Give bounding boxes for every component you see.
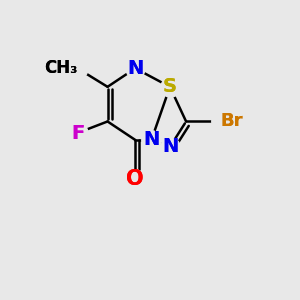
Text: N: N: [162, 137, 178, 156]
Text: CH₃: CH₃: [44, 59, 77, 77]
Text: S: S: [163, 77, 177, 96]
Text: N: N: [127, 59, 143, 78]
Text: F: F: [71, 124, 84, 142]
Text: F: F: [71, 124, 84, 142]
Text: N: N: [143, 130, 160, 149]
Text: CH₃: CH₃: [44, 59, 77, 77]
Text: N: N: [162, 137, 178, 156]
Text: S: S: [163, 77, 177, 96]
Text: O: O: [127, 169, 144, 189]
Text: N: N: [143, 130, 160, 149]
Text: O: O: [127, 169, 144, 189]
Text: Br: Br: [221, 112, 243, 130]
Text: Br: Br: [221, 112, 243, 130]
Text: N: N: [127, 59, 143, 78]
